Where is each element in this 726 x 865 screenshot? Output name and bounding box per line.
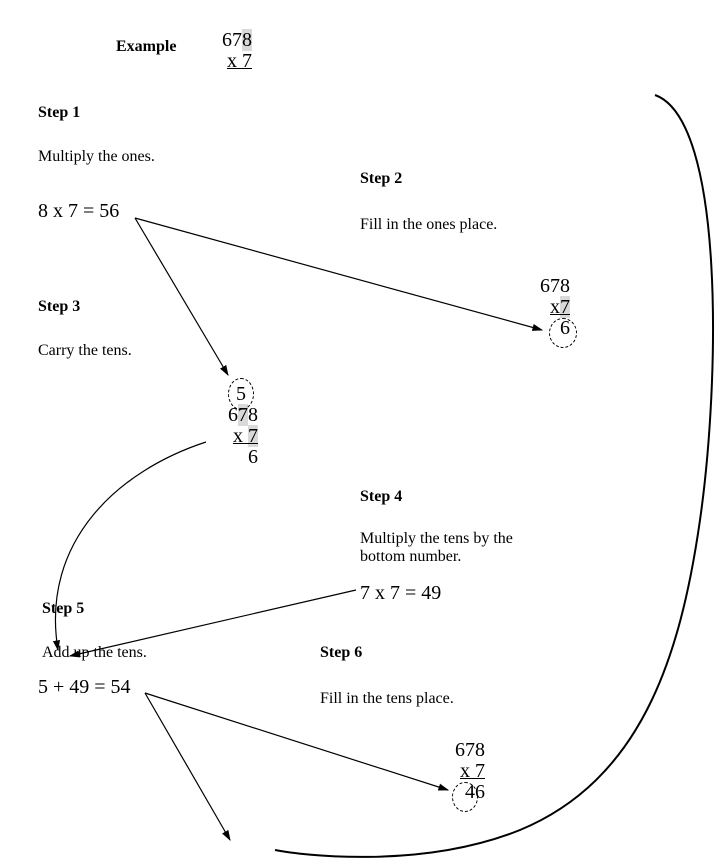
swoosh-curve bbox=[275, 95, 713, 857]
step3-line2: x 7 bbox=[213, 426, 258, 447]
step4-expr: 7 x 7 = 49 bbox=[360, 582, 441, 605]
step2-line2: x7 bbox=[530, 297, 570, 318]
header-multiplicand: 678 bbox=[212, 30, 252, 51]
step6-title: Step 6 bbox=[320, 644, 362, 662]
step2-title: Step 2 bbox=[360, 170, 402, 188]
header-problem: 678 x 7 bbox=[212, 30, 252, 72]
step1-title: Step 1 bbox=[38, 104, 80, 122]
step6-line2: x 7 bbox=[445, 761, 485, 782]
step6-circle bbox=[452, 782, 478, 812]
step3-title: Step 3 bbox=[38, 298, 80, 316]
arrows-layer bbox=[0, 0, 726, 865]
step1-expr: 8 x 7 = 56 bbox=[38, 200, 119, 223]
step6-text: Fill in the tens place. bbox=[320, 690, 454, 708]
step4-text: Multiply the tens by the bottom number. bbox=[360, 530, 540, 566]
step5-expr: 5 + 49 = 54 bbox=[38, 676, 131, 699]
step5-title: Step 5 bbox=[42, 600, 84, 618]
step6-line1: 678 bbox=[445, 740, 485, 761]
arrow-s1-s3 bbox=[135, 218, 228, 375]
step3-result: 6 bbox=[213, 447, 258, 468]
step2-line1: 678 bbox=[530, 276, 570, 297]
step2-circle bbox=[549, 318, 577, 348]
step5-text: Add up the tens. bbox=[42, 644, 147, 662]
step4-title: Step 4 bbox=[360, 488, 402, 506]
arrow-s3-s5 bbox=[55, 442, 206, 650]
example-label: Example bbox=[116, 38, 176, 56]
step3-circle bbox=[228, 378, 254, 410]
step3-text: Carry the tens. bbox=[38, 342, 132, 360]
header-hl-8: 8 bbox=[242, 29, 252, 51]
step1-text: Multiply the ones. bbox=[38, 148, 155, 166]
arrow-s1-s2 bbox=[135, 218, 542, 330]
arrow-s5-down bbox=[145, 693, 230, 840]
step2-text: Fill in the ones place. bbox=[360, 216, 497, 234]
header-multiplier: x 7 bbox=[212, 51, 252, 72]
